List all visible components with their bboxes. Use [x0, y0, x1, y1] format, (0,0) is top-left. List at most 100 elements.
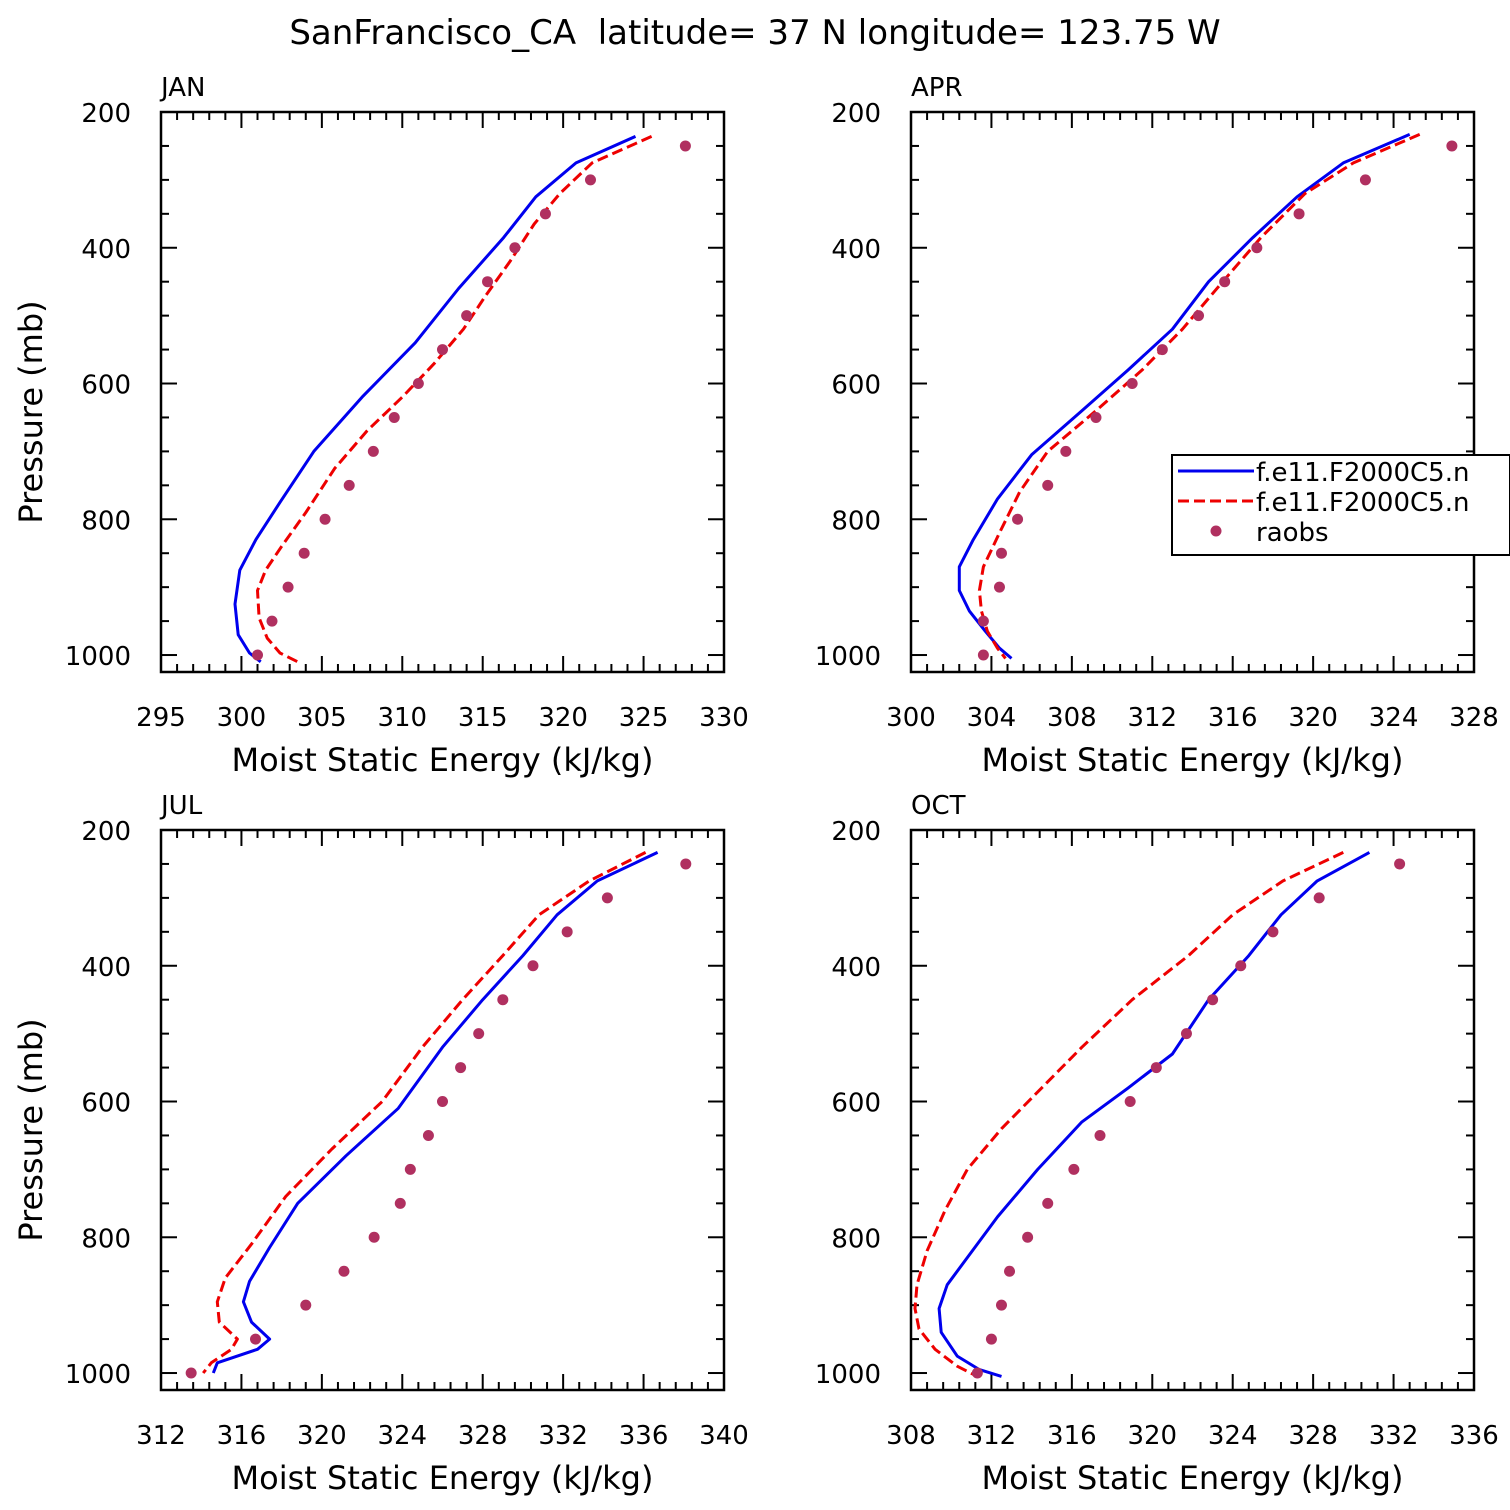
- raobs-point: [412, 378, 424, 390]
- panel-jul: 200 400 600 800 1000 312 316 320 324 328 332 336 340…: [12, 791, 749, 1497]
- y-tick-label: 800: [81, 1224, 131, 1254]
- model1-line: [211, 851, 659, 1374]
- raobs-point: [437, 1096, 448, 1108]
- plot-frame: [159, 828, 726, 1392]
- x-axis-label: Moist Static Energy (kJ/kg): [982, 1459, 1404, 1497]
- raobs-point: [1394, 858, 1406, 870]
- x-tick-label: 305: [297, 703, 347, 733]
- y-tick-label: 800: [81, 506, 131, 536]
- raobs-point: [1446, 140, 1458, 152]
- raobs-point: [1090, 411, 1102, 423]
- legend-label: f.e11.F2000C5.n: [1256, 458, 1469, 488]
- raobs-point: [539, 208, 551, 220]
- raobs-point: [250, 1333, 262, 1345]
- raobs-point: [680, 858, 692, 870]
- raobs-point: [977, 615, 989, 627]
- y-tick-label: 1000: [815, 642, 881, 672]
- raobs-point: [368, 1231, 380, 1243]
- x-tick-label: 300: [886, 703, 936, 733]
- raobs-point: [995, 547, 1007, 559]
- x-tick-label: 308: [886, 1421, 936, 1451]
- x-tick-label: 312: [967, 1421, 1017, 1451]
- y-tick-label: 800: [831, 506, 881, 536]
- raobs-point: [1126, 378, 1138, 390]
- raobs-point: [1042, 1197, 1054, 1209]
- raobs-point: [404, 1163, 416, 1175]
- y-tick-label: 1000: [65, 1360, 131, 1390]
- raobs-point: [282, 581, 294, 593]
- raobs-point: [461, 310, 473, 322]
- x-tick-label: 316: [217, 1421, 267, 1451]
- raobs-point: [319, 513, 331, 525]
- x-tick-label: 312: [136, 1421, 186, 1451]
- raobs-point: [993, 581, 1005, 593]
- raobs-point: [1022, 1231, 1034, 1243]
- raobs-point: [995, 1299, 1007, 1311]
- raobs-point: [1219, 276, 1231, 288]
- model2-line: [256, 135, 653, 664]
- x-tick-label: 324: [377, 1421, 427, 1451]
- panel-label: JUL: [159, 791, 203, 821]
- x-tick-label: 316: [1047, 1421, 1097, 1451]
- plot-frame: [909, 828, 1476, 1392]
- raobs-point: [482, 276, 494, 288]
- model1-line: [957, 133, 1411, 660]
- raobs-point: [1251, 242, 1263, 254]
- plot-frame: [909, 110, 1476, 674]
- raobs-point: [601, 892, 613, 904]
- raobs-point: [1207, 994, 1219, 1006]
- raobs-point: [185, 1367, 197, 1379]
- legend-swatch-dot: [1210, 525, 1222, 537]
- raobs-point: [473, 1028, 485, 1040]
- y-tick-label: 200: [81, 99, 131, 129]
- y-tick-label: 400: [81, 953, 131, 983]
- raobs-point: [1193, 310, 1205, 322]
- x-tick-label: 332: [1369, 1421, 1419, 1451]
- y-axis-label: Pressure (mb): [12, 1018, 50, 1241]
- x-tick-label: 324: [1369, 703, 1419, 733]
- x-tick-label: 336: [619, 1421, 669, 1451]
- raobs-point: [437, 344, 448, 356]
- x-tick-label: 300: [217, 703, 267, 733]
- y-tick-label: 1000: [65, 642, 131, 672]
- x-tick-label: 320: [297, 1421, 347, 1451]
- panel-label: OCT: [911, 791, 966, 821]
- raobs-point: [1150, 1062, 1162, 1074]
- legend-label: f.e11.F2000C5.n: [1256, 488, 1469, 518]
- y-tick-label: 400: [831, 953, 881, 983]
- raobs-point: [977, 649, 989, 661]
- raobs-point: [584, 174, 596, 186]
- x-tick-label: 320: [1127, 1421, 1177, 1451]
- panel-apr: 200 400 600 800 1000 300 304 308 312 316 320 324 328…: [815, 73, 1510, 779]
- y-tick-label: 600: [81, 1089, 131, 1119]
- raobs-point: [298, 547, 310, 559]
- x-tick-label: 328: [458, 1421, 508, 1451]
- x-tick-label: 320: [1288, 703, 1338, 733]
- raobs-point: [985, 1333, 997, 1345]
- x-tick-label: 324: [1208, 1421, 1258, 1451]
- raobs-point: [679, 140, 691, 152]
- x-tick-label: 340: [699, 1421, 749, 1451]
- y-tick-label: 400: [81, 235, 131, 265]
- raobs-point: [252, 649, 264, 661]
- x-tick-label: 325: [619, 703, 669, 733]
- y-tick-label: 200: [831, 817, 881, 847]
- x-tick-label: 330: [699, 703, 749, 733]
- raobs-point: [1267, 926, 1279, 938]
- model2-line: [202, 851, 647, 1374]
- panel-jan: 200 400 600 800 1000 295 300 305 310 315 320 325 330…: [12, 73, 749, 779]
- chart-title: SanFrancisco_CA latitude= 37 N longitude…: [289, 13, 1220, 53]
- plot-frame: [159, 110, 726, 674]
- y-tick-label: 600: [831, 371, 881, 401]
- y-tick-label: 400: [831, 235, 881, 265]
- raobs-point: [1359, 174, 1371, 186]
- panel-label: APR: [911, 73, 963, 103]
- y-tick-label: 600: [831, 1089, 881, 1119]
- raobs-point: [509, 242, 521, 254]
- y-tick-label: 200: [831, 99, 881, 129]
- x-tick-label: 336: [1449, 1421, 1499, 1451]
- raobs-point: [1094, 1129, 1106, 1141]
- x-tick-label: 328: [1449, 703, 1499, 733]
